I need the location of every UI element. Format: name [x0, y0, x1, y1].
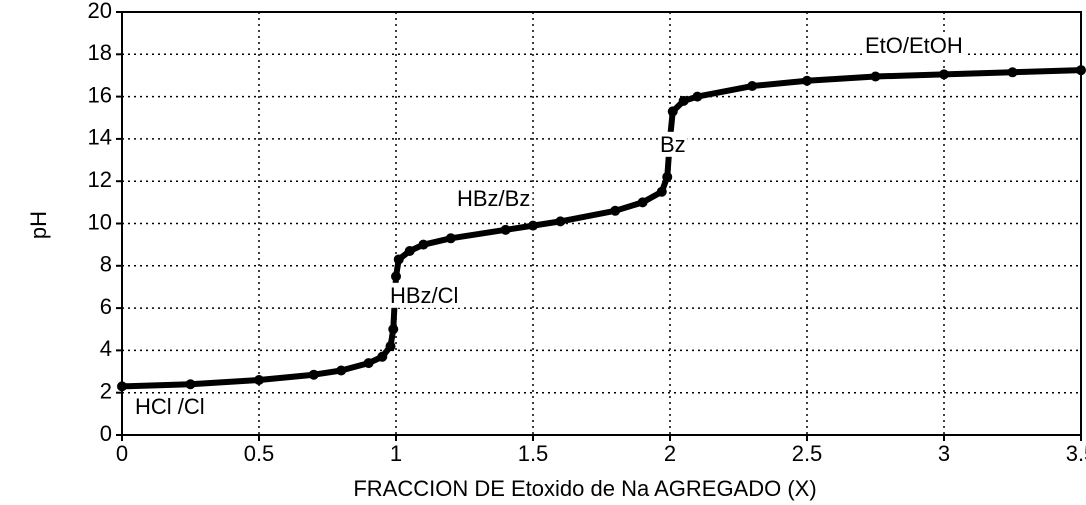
data-point — [363, 358, 374, 369]
data-point — [656, 186, 667, 197]
x-tick-label: 0.5 — [244, 441, 275, 466]
data-point — [308, 369, 319, 380]
x-tick-label: 3.5 — [1066, 441, 1086, 466]
y-tick-label: 20 — [88, 0, 112, 23]
annotation-background — [455, 185, 533, 211]
data-point — [528, 220, 538, 231]
x-tick-label: 0 — [116, 441, 128, 466]
data-point — [391, 271, 401, 282]
y-tick-label: 8 — [100, 252, 112, 277]
plot-frame — [121, 11, 1082, 436]
data-point — [254, 375, 264, 386]
annotation-background — [133, 393, 207, 419]
annotation-background — [388, 282, 461, 308]
data-point — [393, 254, 404, 265]
y-tick-label: 2 — [100, 379, 112, 404]
y-tick-label: 16 — [88, 82, 112, 107]
y-tick-label: 10 — [88, 209, 112, 234]
data-point — [377, 351, 388, 362]
data-point — [662, 171, 673, 182]
x-tick-label: 2 — [664, 441, 676, 466]
data-point — [388, 324, 399, 335]
y-axis-label: pH — [26, 211, 51, 239]
data-point — [692, 91, 703, 102]
data-point — [404, 245, 415, 256]
annotation-background — [863, 32, 965, 58]
data-line — [121, 67, 1082, 390]
y-tick-label: 0 — [100, 421, 112, 446]
annotation-background — [658, 131, 688, 157]
y-tick-label: 6 — [100, 294, 112, 319]
data-point — [610, 205, 621, 216]
annotation: Bz — [660, 132, 686, 157]
data-point — [117, 381, 127, 392]
x-tick-label: 1.5 — [518, 441, 549, 466]
x-tick-label: 2.5 — [792, 441, 823, 466]
data-point — [500, 224, 511, 235]
data-point — [678, 95, 689, 106]
y-tick-label: 18 — [88, 40, 112, 65]
x-tick-label: 1 — [390, 441, 402, 466]
data-point — [555, 216, 566, 227]
data-point — [1076, 65, 1086, 76]
annotation: HBz/Cl — [390, 283, 458, 308]
data-point — [185, 379, 196, 390]
data-point — [637, 197, 648, 208]
data-point — [870, 71, 881, 82]
y-tick-label: 12 — [88, 167, 112, 192]
annotation: HBz/Bz — [457, 186, 530, 211]
x-tick-label: 3 — [938, 441, 950, 466]
y-tick-label: 4 — [100, 336, 112, 361]
data-point — [1007, 67, 1018, 78]
data-point — [747, 81, 758, 92]
y-tick-label: 14 — [88, 125, 112, 150]
data-point — [385, 341, 396, 352]
data-point — [418, 239, 429, 250]
data-point — [802, 75, 812, 86]
data-point — [667, 106, 678, 117]
x-axis-label: FRACCION DE Etoxido de Na AGREGADO (X) — [353, 476, 816, 501]
data-point — [336, 365, 347, 376]
annotation: EtO/EtOH — [865, 33, 963, 58]
data-point — [939, 69, 949, 80]
data-point — [445, 233, 456, 244]
annotation: HCl /Cl — [135, 394, 205, 419]
